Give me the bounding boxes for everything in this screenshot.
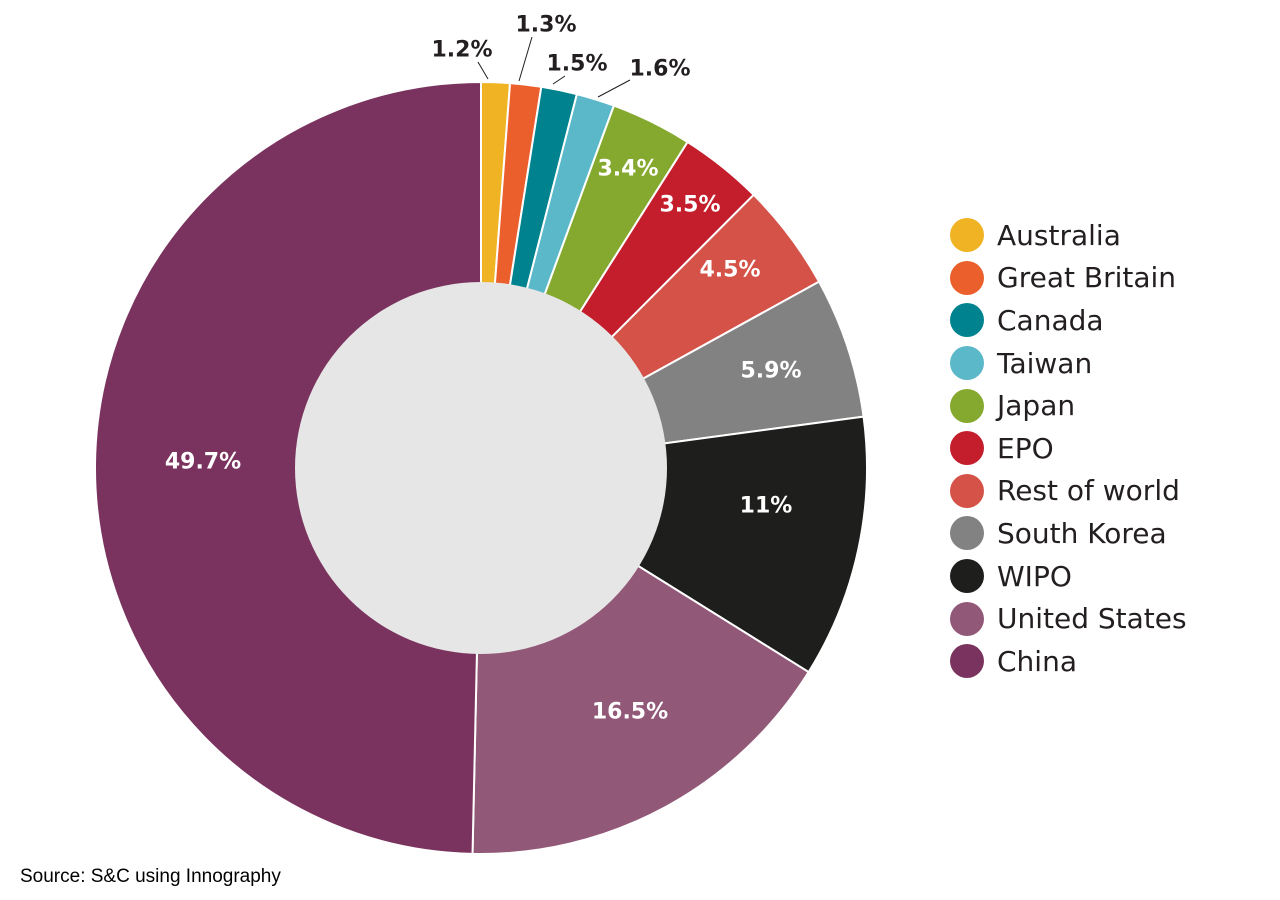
legend-item-japan: Japan	[950, 384, 1270, 427]
legend-label: WIPO	[997, 559, 1072, 593]
leader-line-taiwan	[597, 79, 631, 98]
legend-item-wipo: WIPO	[950, 555, 1270, 598]
donut-hole	[295, 282, 667, 654]
legend-swatch	[950, 388, 984, 423]
slice-label-taiwan: 1.6%	[629, 57, 690, 82]
slice-label-wipo: 11%	[740, 494, 793, 519]
legend-item-china: China	[950, 640, 1270, 683]
slice-label-china: 49.7%	[165, 450, 241, 475]
legend-item-great-britain: Great Britain	[950, 257, 1270, 300]
source-note: Source: S&C using Innography	[20, 866, 281, 887]
slice-label-south-korea: 5.9%	[740, 359, 801, 384]
legend-swatch	[950, 218, 984, 253]
legend-label: South Korea	[997, 516, 1167, 550]
leader-line-australia	[477, 61, 489, 80]
legend-item-epo: EPO	[950, 427, 1270, 470]
legend-swatch	[950, 431, 984, 466]
slice-label-japan: 3.4%	[597, 157, 658, 182]
legend-swatch	[950, 601, 984, 636]
legend-label: Japan	[997, 389, 1076, 423]
legend-swatch	[950, 644, 984, 679]
legend-swatch	[950, 516, 984, 551]
slice-china	[94, 80, 482, 855]
legend-item-canada: Canada	[950, 299, 1270, 342]
slice-labels: 1.2% 1.3% 1.5% 1.6% 3.4%3.5% 4.5% 5.9% 11% 16.5%…	[165, 13, 802, 725]
leader-line-canada	[552, 75, 566, 85]
slice-label-canada: 1.5%	[546, 52, 607, 77]
legend-label: Great Britain	[997, 261, 1177, 295]
legend: Australia Great Britain Canada Taiwan Japan E…	[950, 214, 1270, 683]
slice-label-united-states: 16.5%	[592, 700, 668, 725]
legend-item-taiwan: Taiwan	[950, 342, 1270, 385]
legend-swatch	[950, 260, 984, 295]
legend-label: United States	[997, 602, 1187, 636]
legend-swatch	[950, 473, 984, 508]
legend-swatch	[950, 303, 984, 338]
slice-label-epo: 3.5%	[659, 193, 720, 218]
slice-label-great-britain: 1.3%	[515, 13, 576, 38]
slice-label-rest-of-world: 4.5%	[699, 258, 760, 283]
legend-label: China	[997, 644, 1077, 678]
legend-label: Rest of world	[997, 474, 1180, 508]
legend-item-australia: Australia	[950, 214, 1270, 257]
legend-label: Australia	[997, 218, 1121, 252]
legend-swatch	[950, 346, 984, 381]
legend-item-south-korea: South Korea	[950, 512, 1270, 555]
legend-item-united-states: United States	[950, 597, 1270, 640]
legend-swatch	[950, 559, 984, 594]
legend-label: Taiwan	[997, 346, 1093, 380]
leader-lines	[477, 36, 631, 98]
leader-line-great-britain	[518, 36, 533, 82]
legend-label: Canada	[997, 303, 1104, 337]
legend-item-rest-of-world: Rest of world	[950, 470, 1270, 513]
legend-label: EPO	[997, 431, 1054, 465]
slice-label-australia: 1.2%	[431, 38, 492, 63]
